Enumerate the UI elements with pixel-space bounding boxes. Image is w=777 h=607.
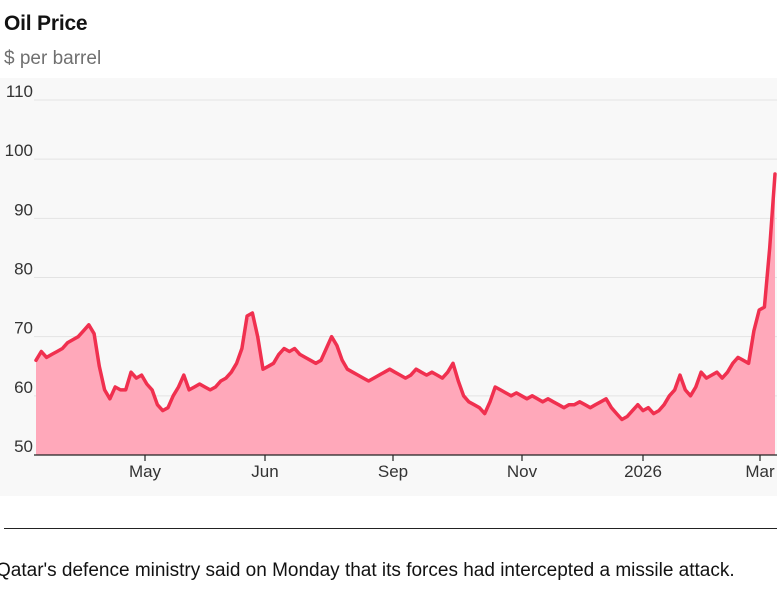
x-tick-label: May (129, 462, 162, 481)
oil-price-chart: 50 60 70 80 90 100 110 May Jun Sep Nov 2026 Mar (5, 82, 777, 481)
y-tick-label: 110 (6, 82, 33, 101)
x-tick-label: Mar (745, 462, 775, 481)
caption: Qatar's defence ministry said on Monday … (0, 560, 735, 581)
y-tick-label: 60 (14, 378, 33, 397)
chart-title: Oil Price (4, 12, 88, 35)
x-tick-label: 2026 (624, 462, 662, 481)
y-tick-label: 50 (14, 437, 33, 456)
x-tick-label: Jun (251, 462, 278, 481)
price-line (34, 172, 777, 422)
y-tick-label: 80 (14, 260, 33, 279)
divider (4, 528, 777, 529)
chart-subtitle: $ per barrel (4, 48, 102, 69)
y-tick-label: 100 (5, 141, 33, 160)
x-tick-label: Sep (378, 462, 408, 481)
x-tick-label: Nov (507, 462, 538, 481)
price-area (36, 174, 775, 455)
y-tick-label: 90 (14, 200, 33, 219)
y-tick-label: 70 (14, 319, 33, 338)
